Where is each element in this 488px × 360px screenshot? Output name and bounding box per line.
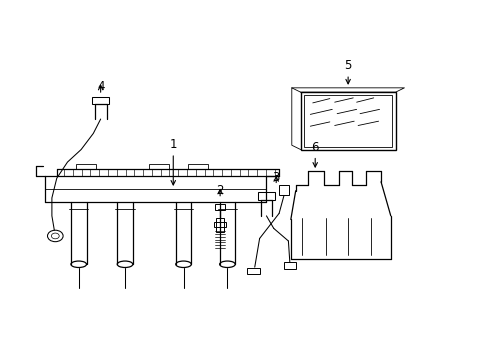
Text: 2: 2: [216, 184, 224, 197]
Bar: [278, 185, 289, 195]
Bar: [257, 192, 275, 200]
Bar: [188, 164, 207, 168]
Bar: [300, 92, 395, 149]
Text: 1: 1: [169, 138, 177, 151]
Bar: [76, 164, 96, 168]
Bar: [247, 268, 259, 274]
Bar: [283, 262, 295, 269]
Bar: [214, 222, 225, 226]
Text: 5: 5: [344, 59, 351, 72]
Bar: [216, 218, 224, 232]
Bar: [149, 164, 168, 168]
Text: 4: 4: [97, 80, 104, 93]
Text: 3: 3: [272, 171, 279, 184]
Text: 6: 6: [311, 141, 318, 154]
Bar: [304, 95, 391, 147]
Bar: [215, 204, 224, 211]
Bar: [92, 97, 109, 104]
